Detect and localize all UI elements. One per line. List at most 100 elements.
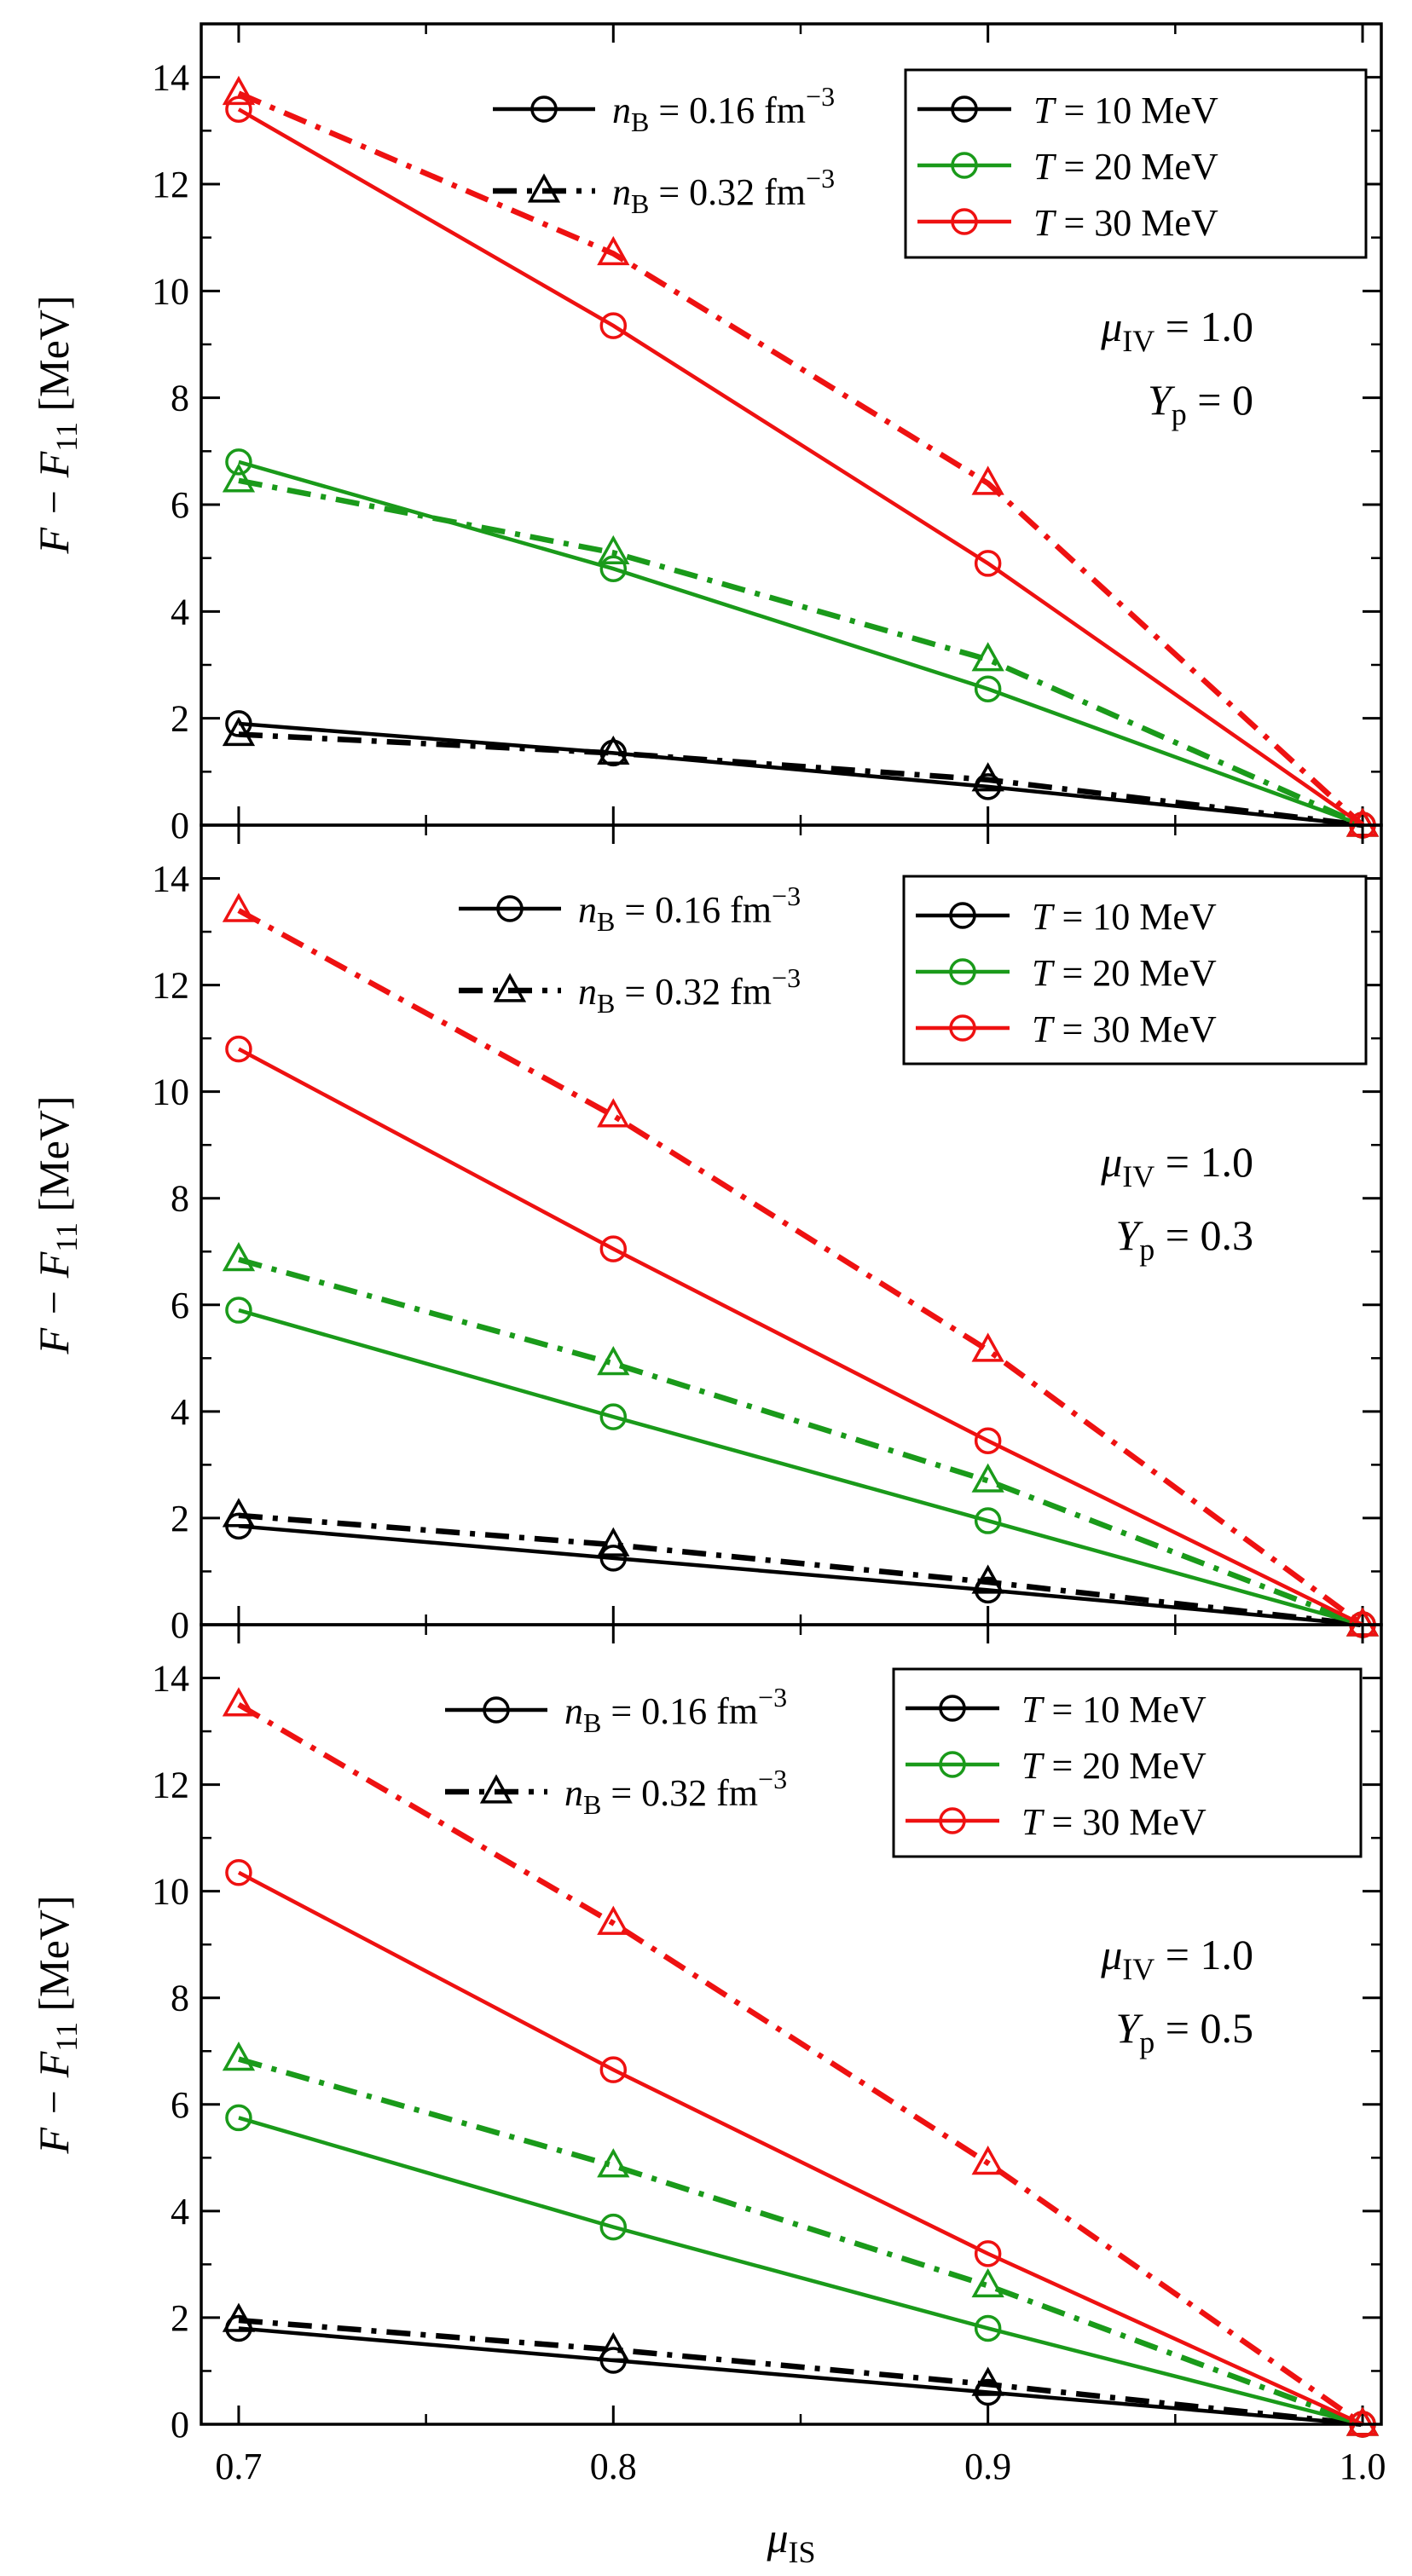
y-tick-label: 14	[152, 57, 189, 99]
series-line	[237, 1047, 1364, 1627]
legend-temperature-label: T = 20 MeV	[1021, 1745, 1207, 1787]
y-tick-label: 6	[171, 2084, 189, 2126]
legend-box	[904, 68, 1368, 259]
data-point	[597, 2148, 630, 2178]
data-point	[222, 716, 256, 747]
y-tick-label: 8	[171, 378, 189, 419]
y-tick-label: 6	[171, 1285, 189, 1326]
panel-2: 0 2 4 6 8 10 12 14 F − F11 [MeV] μIV = 1.0 Yp = 0.…	[30, 823, 1383, 1646]
y-tick-label: 12	[152, 164, 189, 205]
panel-frame	[200, 1623, 1383, 2426]
legend-temperature-label: T = 20 MeV	[1032, 952, 1217, 994]
legend-marker	[479, 1774, 513, 1804]
data-point	[599, 1545, 628, 1572]
data-point	[599, 2213, 628, 2241]
legend-marker	[949, 1014, 976, 1042]
data-point	[225, 1297, 252, 1324]
legend-marker	[951, 208, 978, 235]
legend-marker	[496, 895, 524, 922]
y-tick-label: 0	[171, 2404, 189, 2446]
legend-marker	[951, 95, 978, 123]
x-axis-title: μIS	[766, 2514, 815, 2569]
series-line	[237, 107, 1364, 827]
annotation-mu-iv: μIV = 1.0	[1100, 1931, 1253, 1986]
legend-marker	[939, 1751, 966, 1778]
y-tick-label: 2	[171, 1498, 189, 1539]
y-tick-label: 10	[152, 1071, 189, 1113]
data-point	[597, 1905, 630, 1935]
data-point	[597, 534, 630, 565]
legend-density-label: nB = 0.32 fm−3	[564, 1764, 787, 1820]
data-point	[971, 642, 1004, 672]
panel-1: 0 2 4 6 8 10 12 14 F − F11 [MeV] μIV = 1.0 Yp = 0 n…	[30, 22, 1383, 846]
y-tick-label: 8	[171, 1978, 189, 2019]
panel-3: 0 2 4 6 8 10 12 14 F − F11 [MeV] μIV = 1.0 Yp = 0.…	[30, 1623, 1383, 2446]
annotation-mu-iv: μIV = 1.0	[1100, 1138, 1253, 1193]
data-point	[225, 1859, 252, 1886]
y-tick-label: 0	[171, 805, 189, 846]
series-line	[238, 1512, 1363, 1628]
legend-temperature-label: T = 10 MeV	[1021, 1689, 1207, 1730]
legend-marker	[483, 1696, 510, 1724]
y-tick-label: 10	[152, 270, 189, 312]
data-point	[971, 1332, 1004, 1362]
legend-temperature-label: T = 30 MeV	[1033, 202, 1218, 244]
y-tick-label: 0	[171, 1604, 189, 1646]
series-line	[237, 90, 1365, 828]
legend-density-label: nB = 0.16 fm−3	[564, 1682, 787, 1738]
data-point	[597, 1527, 630, 1557]
y-tick-label: 12	[152, 1765, 189, 1806]
legend-density-label: nB = 0.16 fm−3	[578, 881, 801, 937]
data-point	[222, 75, 256, 106]
y-tick-label: 6	[171, 484, 189, 526]
legend-temperature-label: T = 30 MeV	[1032, 1008, 1217, 1050]
data-point	[974, 1507, 1002, 1534]
data-point	[599, 1235, 628, 1262]
y-axis-title: F − F11 [MeV]	[30, 1895, 84, 2154]
series-line	[237, 1701, 1364, 2427]
legend-marker	[949, 902, 976, 929]
data-point	[974, 1427, 1002, 1455]
data-point	[222, 463, 256, 493]
data-point	[971, 2267, 1004, 2298]
x-tick-label: 0.7	[215, 2446, 262, 2487]
annotation-yp: Yp = 0	[1148, 376, 1253, 431]
y-tick-label: 14	[152, 858, 189, 900]
data-point	[222, 1242, 256, 1272]
annotation-yp: Yp = 0.3	[1115, 1211, 1253, 1267]
legend-marker	[530, 95, 558, 123]
data-point	[222, 2042, 256, 2071]
data-point	[225, 95, 252, 124]
legend-density-label: nB = 0.16 fm−3	[612, 81, 835, 137]
data-point	[225, 2104, 252, 2132]
legend-temperature-label: T = 30 MeV	[1021, 1801, 1207, 1843]
data-point	[971, 1463, 1004, 1493]
data-point	[222, 1687, 256, 1717]
legend-density-label: nB = 0.32 fm−3	[578, 962, 801, 1019]
y-tick-label: 8	[171, 1178, 189, 1220]
y-tick-label: 4	[171, 2191, 189, 2232]
series-line	[238, 2326, 1363, 2427]
series-line	[238, 1256, 1364, 1628]
series-line	[237, 1870, 1363, 2427]
legend-marker	[527, 173, 561, 203]
y-tick-label: 2	[171, 698, 189, 740]
y-tick-label: 2	[171, 2297, 189, 2339]
data-point	[599, 2056, 628, 2083]
series-line	[237, 908, 1364, 1627]
x-tick-label: 0.8	[590, 2446, 637, 2487]
series-line	[238, 731, 1363, 829]
series-line	[238, 477, 1364, 828]
data-point	[597, 1098, 630, 1128]
data-point	[974, 2240, 1002, 2267]
series-line	[238, 2116, 1363, 2427]
y-tick-label: 4	[171, 1391, 189, 1433]
y-axis-title: F − F11 [MeV]	[30, 295, 84, 554]
data-point	[971, 1564, 1004, 1594]
data-point	[974, 675, 1002, 702]
y-tick-label: 14	[152, 1658, 189, 1700]
data-point	[599, 312, 628, 339]
data-point	[974, 550, 1002, 577]
data-point	[599, 1403, 628, 1430]
